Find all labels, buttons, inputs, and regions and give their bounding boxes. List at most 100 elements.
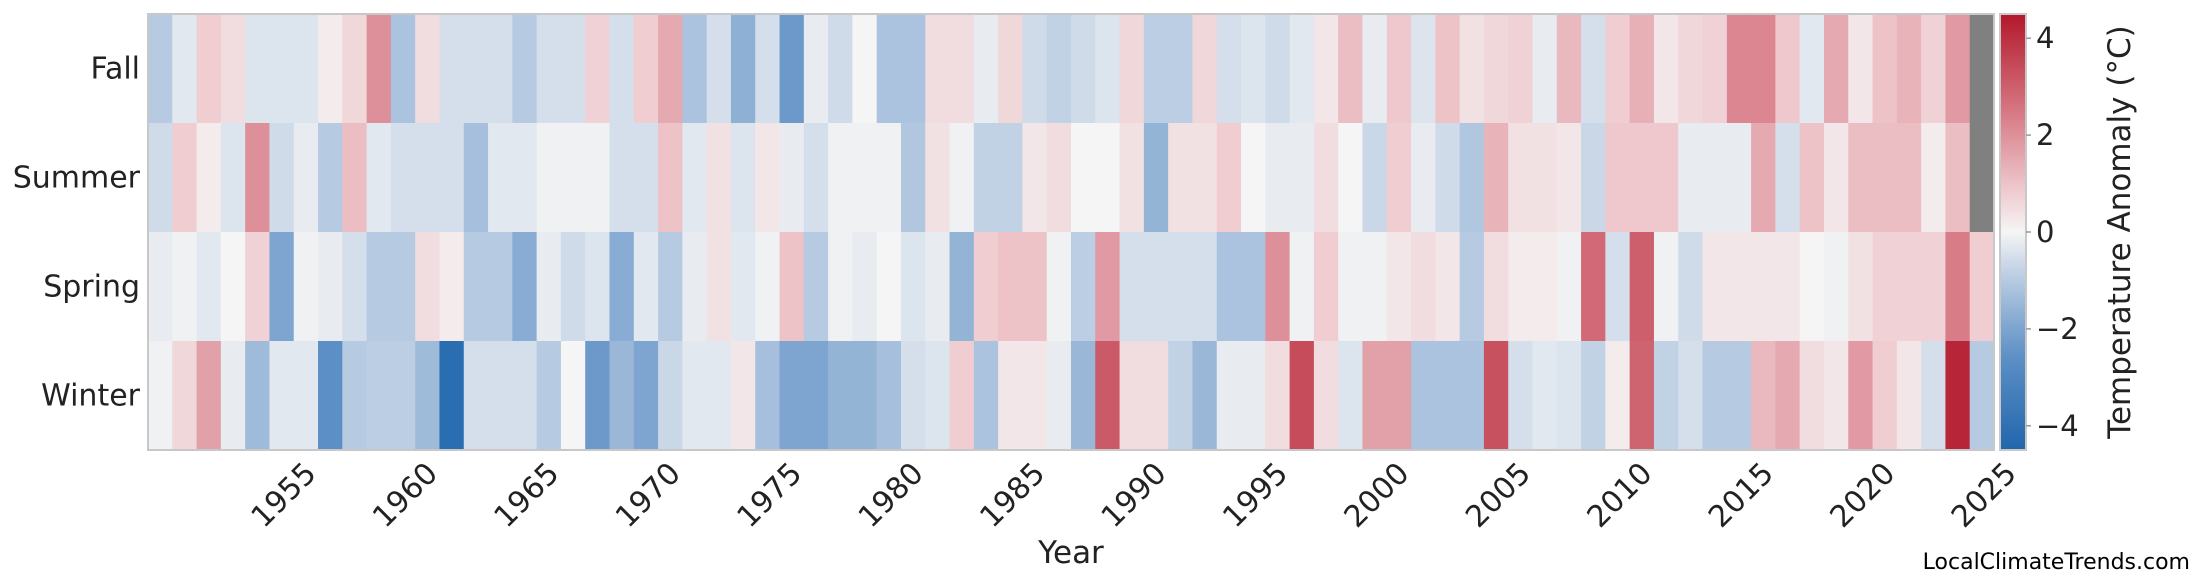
heatmap-cell	[1726, 123, 1752, 233]
heatmap-cell	[172, 14, 198, 124]
heatmap-cell	[803, 232, 829, 342]
heatmap-cell	[1362, 341, 1388, 451]
heatmap-cell	[998, 232, 1024, 342]
heatmap-cell	[1848, 341, 1874, 451]
heatmap-cell	[220, 341, 246, 451]
heatmap-cell	[1653, 123, 1679, 233]
heatmap-cell	[1945, 232, 1971, 342]
heatmap-cell	[1192, 341, 1218, 451]
heatmap-cell	[949, 232, 975, 342]
heatmap-cell	[1095, 123, 1121, 233]
heatmap-cell	[1848, 232, 1874, 342]
heatmap-cell	[730, 14, 756, 124]
heatmap-cell	[658, 123, 683, 233]
heatmap-cell	[560, 14, 586, 124]
heatmap-cell	[269, 341, 295, 451]
heatmap-cell	[1945, 14, 1971, 124]
heatmap-cell	[1921, 123, 1947, 233]
heatmap-cell	[706, 123, 732, 233]
heatmap-cell	[1095, 232, 1121, 342]
heatmap-cell	[609, 341, 635, 451]
heatmap-cell	[828, 232, 853, 342]
heatmap-cell	[245, 341, 271, 451]
colorbar-gradient	[1999, 13, 2027, 451]
heatmap-cell	[366, 123, 392, 233]
heatmap-cell	[1945, 123, 1971, 233]
heatmap-cell	[1435, 232, 1461, 342]
heatmap-cell	[293, 232, 319, 342]
heatmap-cell	[1313, 14, 1339, 124]
heatmap-cell	[148, 232, 173, 342]
heatmap-cell	[1071, 341, 1096, 451]
heatmap-cell	[1119, 14, 1145, 124]
heatmap-cell	[342, 232, 368, 342]
heatmap-cell	[172, 123, 198, 233]
x-tick-label: 1980	[852, 456, 931, 535]
heatmap-cell	[560, 341, 586, 451]
heatmap-cell	[463, 232, 489, 342]
heatmap-cell	[1581, 123, 1606, 233]
heatmap-cell	[658, 341, 683, 451]
heatmap-cell	[1289, 232, 1315, 342]
heatmap-cell	[1702, 341, 1728, 451]
heatmap-cell	[172, 232, 198, 342]
plot-frame	[147, 13, 1995, 451]
y-tick-label: Winter	[41, 379, 141, 414]
heatmap-cell	[925, 341, 951, 451]
heatmap-cell	[488, 232, 513, 342]
heatmap-cell	[585, 14, 611, 124]
x-tick-label: 1995	[1216, 456, 1295, 535]
heatmap-cell	[706, 341, 732, 451]
heatmap-cell	[415, 123, 441, 233]
heatmap-cell	[1143, 341, 1169, 451]
colorbar: −4 −2 0 2 4 Temperature Anomaly (°C)	[1999, 13, 2138, 451]
heatmap-cell	[852, 14, 878, 124]
heatmap-cell	[439, 123, 465, 233]
heatmap-cell	[196, 341, 222, 451]
heatmap-cell	[342, 123, 368, 233]
heatmap-cell	[803, 341, 829, 451]
heatmap-cell	[1192, 14, 1218, 124]
heatmap-cell	[1022, 232, 1048, 342]
heatmap-cell	[1386, 123, 1412, 233]
heatmap-cell	[1216, 123, 1242, 233]
x-tick-label: 2010	[1581, 456, 1660, 535]
heatmap-cell	[682, 123, 708, 233]
x-tick-label: 1985	[973, 456, 1052, 535]
heatmap-cell	[415, 14, 441, 124]
heatmap-cell	[949, 14, 975, 124]
heatmap-cell	[1775, 123, 1801, 233]
heatmap-cell	[1629, 14, 1655, 124]
x-tick-label: 2025	[1945, 456, 2024, 535]
heatmap-cell	[1289, 341, 1315, 451]
heatmap-cell	[1556, 14, 1582, 124]
heatmap-cell	[682, 341, 708, 451]
heatmap-cell	[1921, 14, 1947, 124]
heatmap-cell	[439, 232, 465, 342]
x-tick-label: 2015	[1702, 456, 1781, 535]
heatmap-cell	[1386, 232, 1412, 342]
heatmap-cell	[1046, 232, 1072, 342]
x-tick-label: 1955	[245, 456, 324, 535]
heatmap-cell	[1896, 14, 1922, 124]
heatmap-cell	[463, 341, 489, 451]
heatmap-cell	[1751, 123, 1776, 233]
heatmap-cell	[1969, 232, 1995, 342]
heatmap-cell	[1581, 232, 1606, 342]
heatmap-cell	[633, 341, 659, 451]
heatmap-cell	[1921, 232, 1947, 342]
heatmap-cell	[1508, 341, 1534, 451]
heatmap-cell	[342, 14, 368, 124]
heatmap-cell	[900, 123, 926, 233]
heatmap-cell	[1241, 341, 1266, 451]
heatmap-cell	[172, 341, 198, 451]
heatmap-cell	[1532, 232, 1558, 342]
heatmap-cell	[973, 232, 999, 342]
heatmap-cell	[973, 341, 999, 451]
heatmap-cell	[560, 232, 586, 342]
x-tick-label: 1990	[1095, 456, 1174, 535]
heatmap-cell	[1823, 123, 1849, 233]
heatmap-cell	[1775, 232, 1801, 342]
heatmap-cell	[1459, 14, 1485, 124]
heatmap-cell	[1751, 232, 1776, 342]
